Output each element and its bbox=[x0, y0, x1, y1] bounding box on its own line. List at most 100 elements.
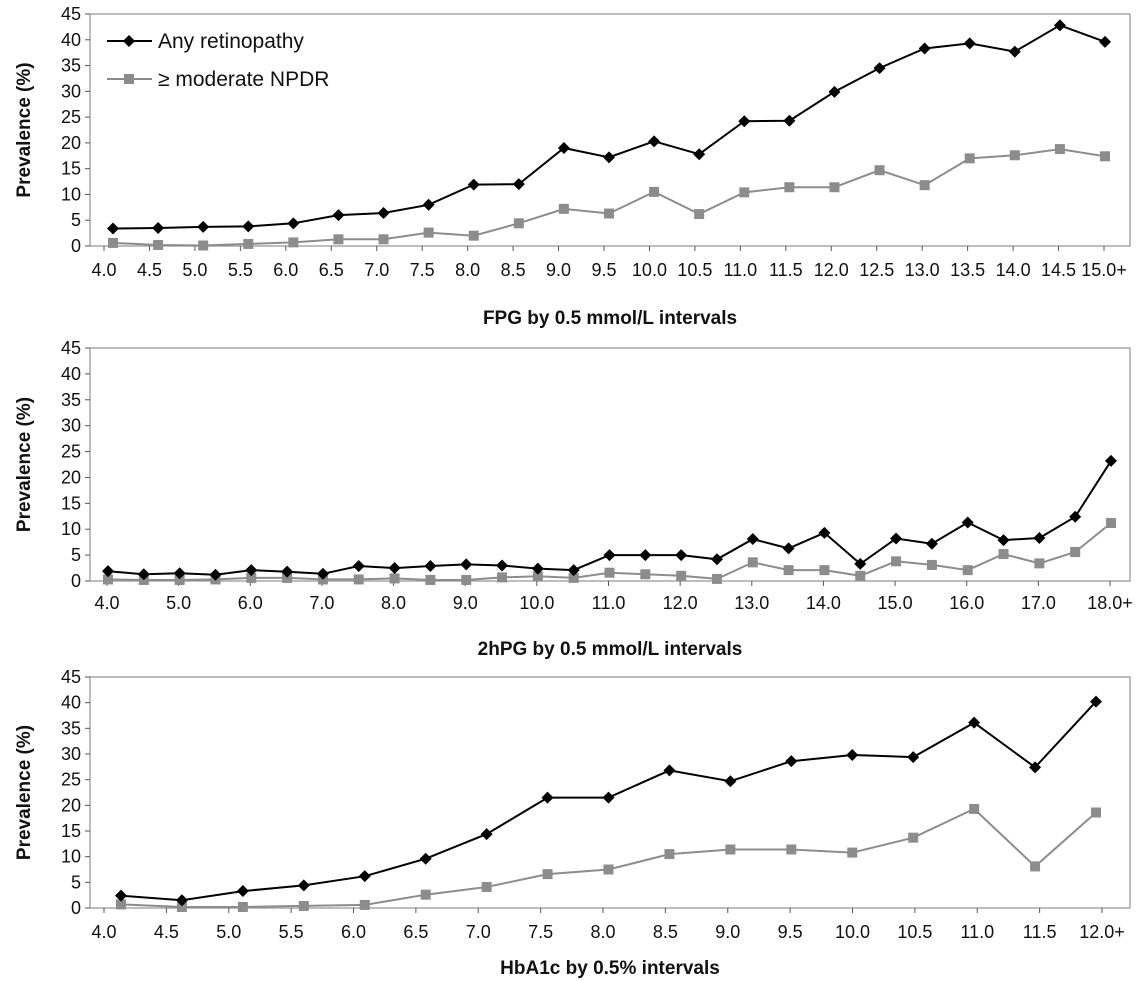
point-moderate-npdr bbox=[919, 180, 930, 191]
point-any-retinopathy bbox=[460, 558, 473, 571]
point-any-retinopathy bbox=[281, 565, 294, 578]
x-axis-title: FPG by 0.5 mmol/L intervals bbox=[483, 308, 737, 329]
point-moderate-npdr bbox=[153, 239, 164, 250]
y-tick-label: 0 bbox=[71, 571, 81, 591]
point-any-retinopathy bbox=[1090, 695, 1102, 708]
y-tick-label: 35 bbox=[61, 390, 81, 410]
y-axis-title: Prevalence (%) bbox=[14, 397, 35, 532]
point-moderate-npdr bbox=[962, 565, 973, 576]
x-tick-label: 5.5 bbox=[228, 260, 253, 280]
series-line-moderate-npdr bbox=[112, 148, 1106, 247]
y-tick-label: 30 bbox=[61, 744, 81, 764]
point-moderate-npdr bbox=[1054, 144, 1065, 155]
x-tick-label: 13.0 bbox=[734, 593, 769, 613]
x-tick-label: 10.0 bbox=[835, 922, 870, 942]
point-moderate-npdr bbox=[998, 549, 1009, 560]
y-tick-label: 15 bbox=[61, 821, 81, 841]
point-any-retinopathy bbox=[236, 885, 249, 898]
x-tick-label: 10.0 bbox=[519, 593, 554, 613]
point-any-retinopathy bbox=[152, 221, 165, 234]
point-any-retinopathy bbox=[209, 568, 222, 581]
y-tick-label: 5 bbox=[71, 210, 81, 230]
fpg-chart-panel: 0 5 10 15 20 25 30 35 40 45 4.0 4.5 5.0 5.5 6.0 6.5 7.0 7… bbox=[14, 4, 1131, 329]
point-any-retinopathy bbox=[639, 549, 652, 562]
point-any-retinopathy bbox=[358, 870, 371, 883]
point-moderate-npdr bbox=[604, 208, 614, 219]
y-tick-label: 25 bbox=[61, 107, 81, 127]
x-tick-label: 7.0 bbox=[466, 922, 491, 942]
point-any-retinopathy bbox=[1105, 454, 1117, 467]
y-tick-label: 35 bbox=[61, 56, 81, 76]
point-moderate-npdr bbox=[908, 832, 919, 843]
legend-label: Any retinopathy bbox=[158, 30, 304, 53]
y-tick-label: 45 bbox=[61, 4, 81, 24]
point-any-retinopathy bbox=[531, 562, 544, 575]
point-any-retinopathy bbox=[602, 791, 615, 804]
y-tick-label: 20 bbox=[61, 467, 81, 487]
plot-frame bbox=[89, 347, 1131, 582]
point-any-retinopathy bbox=[873, 62, 886, 75]
point-any-retinopathy bbox=[297, 879, 310, 892]
y-tick-label: 15 bbox=[61, 493, 81, 513]
legend-square-marker bbox=[124, 74, 134, 84]
point-moderate-npdr bbox=[1100, 151, 1110, 162]
x-axis-title: 2hPG by 0.5 mmol/L intervals bbox=[478, 639, 743, 660]
x-tick-label: 18.0+ bbox=[1087, 593, 1133, 613]
point-any-retinopathy bbox=[693, 148, 706, 161]
x-tick-label: 16.0 bbox=[949, 593, 984, 613]
x-tick-label: 4.0 bbox=[94, 593, 119, 613]
point-moderate-npdr bbox=[926, 559, 937, 570]
point-any-retinopathy bbox=[907, 751, 920, 764]
x-tick-label: 15.0+ bbox=[1081, 260, 1127, 280]
point-moderate-npdr bbox=[829, 182, 840, 193]
x-tick-label: 8.5 bbox=[653, 922, 678, 942]
point-any-retinopathy bbox=[961, 516, 974, 529]
x-tick-label: 9.0 bbox=[546, 260, 571, 280]
point-moderate-npdr bbox=[739, 187, 750, 198]
legend-label: ≥ moderate NPDR bbox=[158, 68, 329, 91]
x-tick-label: 9.0 bbox=[453, 593, 478, 613]
point-any-retinopathy bbox=[918, 42, 931, 55]
x-tick-label: 6.5 bbox=[403, 922, 428, 942]
point-moderate-npdr bbox=[1070, 547, 1081, 558]
point-moderate-npdr bbox=[1034, 558, 1045, 569]
x-tick-label: 4.5 bbox=[137, 260, 162, 280]
point-any-retinopathy bbox=[738, 115, 751, 128]
y-tick-label: 45 bbox=[61, 667, 81, 687]
point-any-retinopathy bbox=[818, 526, 831, 539]
point-any-retinopathy bbox=[137, 568, 150, 581]
point-any-retinopathy bbox=[603, 151, 615, 164]
point-moderate-npdr bbox=[649, 186, 660, 197]
point-any-retinopathy bbox=[1069, 510, 1082, 523]
series-line-moderate-npdr bbox=[120, 807, 1097, 908]
point-moderate-npdr bbox=[558, 203, 569, 214]
point-moderate-npdr bbox=[333, 234, 344, 245]
y-tick-label: 40 bbox=[61, 364, 81, 384]
x-tick-label: 12.5 bbox=[859, 260, 894, 280]
point-any-retinopathy bbox=[663, 764, 676, 777]
x-tick-label: 12.0+ bbox=[1079, 922, 1125, 942]
point-any-retinopathy bbox=[287, 217, 300, 230]
point-any-retinopathy bbox=[1008, 45, 1021, 58]
x-tick-label: 7.5 bbox=[410, 260, 435, 280]
point-any-retinopathy bbox=[710, 553, 723, 566]
x-tick-label: 6.0 bbox=[341, 922, 366, 942]
y-tick-label: 35 bbox=[61, 718, 81, 738]
point-any-retinopathy bbox=[746, 533, 759, 546]
x-tick-label: 15.0 bbox=[878, 593, 913, 613]
point-moderate-npdr bbox=[1009, 150, 1020, 161]
plot-frame bbox=[89, 676, 1131, 909]
point-moderate-npdr bbox=[1091, 807, 1101, 818]
y-tick-label: 25 bbox=[61, 770, 81, 790]
y-tick-label: 10 bbox=[61, 519, 81, 539]
point-moderate-npdr bbox=[783, 565, 794, 576]
y-tick-label: 0 bbox=[71, 236, 81, 256]
point-moderate-npdr bbox=[532, 571, 543, 582]
x-tick-label: 10.5 bbox=[897, 922, 932, 942]
point-any-retinopathy bbox=[925, 537, 938, 550]
point-moderate-npdr bbox=[176, 901, 187, 912]
point-any-retinopathy bbox=[541, 791, 554, 804]
point-moderate-npdr bbox=[664, 849, 675, 860]
point-any-retinopathy bbox=[496, 559, 509, 572]
x-tick-label: 13.5 bbox=[950, 260, 985, 280]
